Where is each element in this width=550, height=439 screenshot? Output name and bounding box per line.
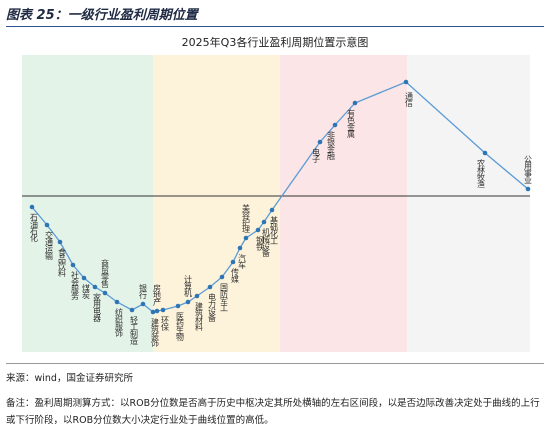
point-label: 家用电器 bbox=[93, 292, 102, 323]
rule bbox=[6, 363, 544, 364]
point-label: 社会服务 bbox=[71, 270, 80, 301]
point bbox=[140, 301, 146, 307]
point bbox=[317, 139, 323, 145]
figure-title: 图表 25：一级行业盈利周期位置 bbox=[6, 4, 544, 27]
point bbox=[185, 299, 191, 305]
point-label: 电子 bbox=[312, 147, 321, 163]
zone bbox=[153, 55, 280, 352]
point bbox=[114, 299, 120, 305]
point-label: 商贸零售 bbox=[101, 258, 110, 289]
point-label: 传媒 bbox=[231, 267, 240, 284]
point-label: 国防军工 bbox=[220, 283, 229, 312]
point bbox=[102, 290, 108, 296]
point-label: 基础化工 bbox=[270, 215, 279, 245]
point bbox=[44, 222, 50, 228]
point-label: 汽车 bbox=[238, 253, 247, 270]
point bbox=[92, 284, 98, 290]
point-label: 公用事业 bbox=[524, 155, 533, 184]
point bbox=[175, 303, 181, 309]
point bbox=[219, 274, 225, 280]
point bbox=[150, 309, 156, 315]
point-label: 建筑装饰 bbox=[151, 317, 160, 348]
point bbox=[57, 239, 63, 245]
point-label: 煤炭 bbox=[82, 283, 91, 300]
point bbox=[243, 235, 249, 241]
chart-title: 2025年Q3各行业盈利周期位置示意图 bbox=[182, 35, 369, 49]
point bbox=[352, 100, 358, 106]
point bbox=[160, 307, 166, 313]
point bbox=[154, 308, 160, 314]
point-label: 美容护理 bbox=[242, 203, 251, 233]
point bbox=[29, 204, 35, 210]
point-label: 房地产 bbox=[153, 283, 162, 307]
point bbox=[129, 307, 135, 313]
point bbox=[237, 245, 243, 251]
point-label: 非银金融 bbox=[327, 130, 336, 161]
zone bbox=[407, 55, 530, 352]
point-label: 机械设备 bbox=[262, 227, 271, 258]
point-label: 石油石化 bbox=[30, 213, 39, 243]
zone bbox=[280, 55, 407, 352]
point bbox=[525, 186, 531, 192]
point bbox=[207, 284, 213, 290]
point bbox=[194, 293, 200, 299]
source: 来源：wind，国金证券研究所 bbox=[6, 373, 133, 384]
point-label: 银行 bbox=[139, 283, 148, 300]
point-label: 轻工制造 bbox=[130, 315, 139, 346]
point bbox=[81, 275, 87, 281]
point-label: 食品饮料 bbox=[58, 247, 67, 278]
point-label: 电力设备 bbox=[208, 292, 217, 323]
point-label: 纺织服饰 bbox=[115, 307, 124, 338]
point-label: 通信 bbox=[405, 91, 414, 108]
point-label: 钢铁 bbox=[256, 235, 265, 252]
point-label: 建筑材料 bbox=[195, 301, 204, 332]
point bbox=[332, 122, 338, 128]
zone bbox=[22, 55, 153, 352]
point bbox=[261, 219, 267, 225]
point bbox=[255, 227, 261, 233]
point-label: 农林牧渔 bbox=[477, 158, 486, 188]
curve bbox=[31, 81, 529, 313]
point-label: 计算机 bbox=[184, 274, 193, 298]
note: 备注：盈利周期测算方式：以ROB分位数是否高于历史中枢决定其所处横轴的左右区间段… bbox=[6, 398, 540, 426]
point-label: 有色金属 bbox=[347, 108, 356, 139]
point bbox=[482, 150, 488, 156]
point-label: 环保 bbox=[161, 316, 170, 332]
point bbox=[230, 259, 236, 265]
point bbox=[269, 207, 275, 213]
point bbox=[70, 262, 76, 268]
point-label: 交通运输 bbox=[45, 230, 54, 261]
point bbox=[403, 79, 409, 85]
point-label: 医药生物 bbox=[176, 312, 185, 342]
